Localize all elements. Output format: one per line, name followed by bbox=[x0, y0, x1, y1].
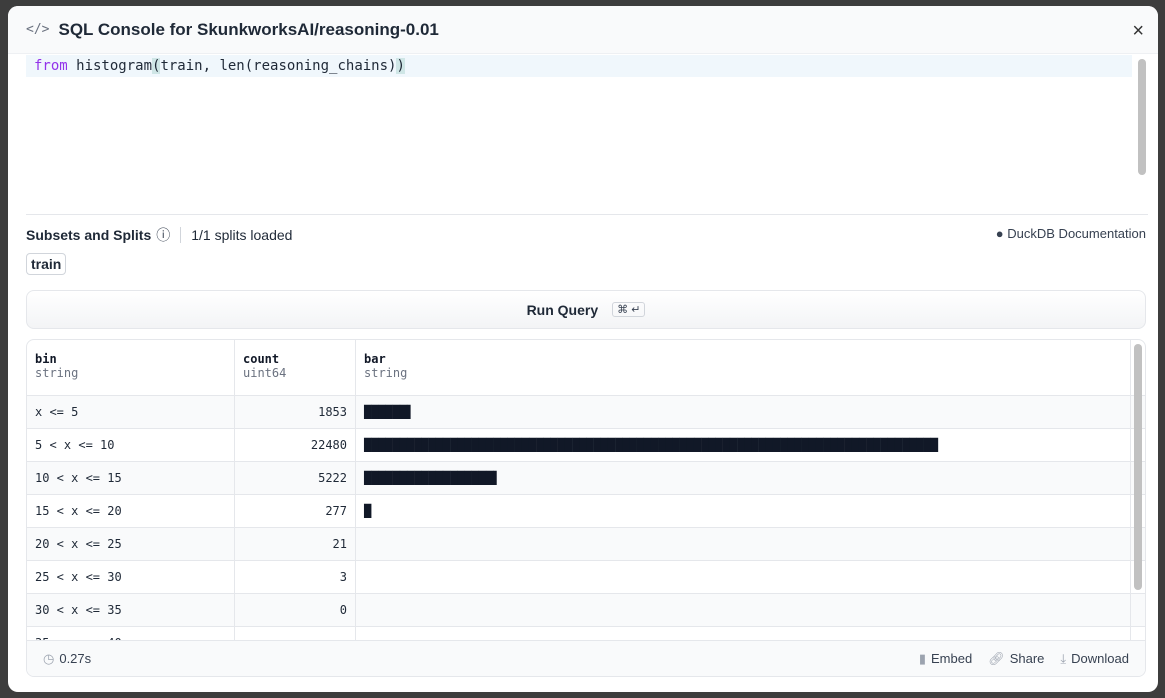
cell-bin: 20 < x <= 25 bbox=[27, 528, 235, 560]
cell-count: 21 bbox=[235, 528, 356, 560]
column-header-bar[interactable]: bar string bbox=[356, 340, 1131, 395]
info-icon[interactable]: ⓘ bbox=[156, 227, 171, 243]
results-table: bin string count uint64 bar string x <= 5 18… bbox=[26, 339, 1146, 677]
duckdb-icon: ● bbox=[995, 226, 1004, 241]
splits-status: 1/1 splits loaded bbox=[191, 227, 293, 243]
modal-title: SQL Console for SkunkworksAI/reasoning-0… bbox=[58, 19, 439, 39]
column-header-count[interactable]: count uint64 bbox=[235, 340, 356, 395]
run-label: Run Query bbox=[526, 301, 599, 318]
cell-count: 3 bbox=[235, 561, 356, 593]
sql-console-modal: </> SQL Console for SkunkworksAI/reasoni… bbox=[8, 6, 1158, 692]
shortcut-badge: ⌘ ↵ bbox=[612, 302, 646, 317]
editor-scrollbar[interactable] bbox=[1138, 59, 1146, 175]
cell-count bbox=[235, 627, 356, 640]
paren: ) bbox=[396, 58, 405, 74]
embed-icon: ▮ bbox=[918, 650, 926, 666]
table-scrollbar[interactable] bbox=[1134, 344, 1142, 590]
cell-count: 0 bbox=[235, 594, 356, 626]
subsets-bar: Subsets and Splits ⓘ 1/1 splits loaded bbox=[26, 225, 292, 245]
cell-count: 277 bbox=[235, 495, 356, 527]
embed-button[interactable]: ▮ Embed bbox=[918, 650, 973, 666]
cell-bin: 15 < x <= 20 bbox=[27, 495, 235, 527]
cell-bar bbox=[356, 627, 1131, 640]
docs-label: DuckDB Documentation bbox=[1007, 226, 1146, 241]
table-row: 30 < x <= 35 0 bbox=[27, 594, 1145, 627]
cell-bin: 5 < x <= 10 bbox=[27, 429, 235, 461]
split-train[interactable]: train bbox=[26, 253, 67, 275]
share-button[interactable]: 🔗︎ Share bbox=[988, 650, 1045, 666]
table-row: 25 < x <= 30 3 bbox=[27, 561, 1145, 594]
cell-bin: 30 < x <= 35 bbox=[27, 594, 235, 626]
cell-bar: ██████████████████▌ bbox=[356, 462, 1131, 494]
cell-count: 22480 bbox=[235, 429, 356, 461]
cell-bar: ██████▌ bbox=[356, 396, 1131, 428]
sql-keyword: from bbox=[34, 58, 68, 74]
cell-bin: 10 < x <= 15 bbox=[27, 462, 235, 494]
close-icon[interactable]: × bbox=[1132, 20, 1144, 42]
table-row: 5 < x <= 10 22480 ████████████████████████… bbox=[27, 429, 1145, 462]
cell-bar: █ bbox=[356, 495, 1131, 527]
download-icon: ⤓ bbox=[1060, 650, 1067, 666]
cell-bar: ████████████████████████████████████████… bbox=[356, 429, 1131, 461]
timer: ◷ 0.27s bbox=[43, 650, 92, 666]
divider bbox=[180, 227, 182, 243]
cell-bin: x <= 5 bbox=[27, 396, 235, 428]
cell-bar bbox=[356, 561, 1131, 593]
table-row: 10 < x <= 15 5222 ██████████████████▌ bbox=[27, 462, 1145, 495]
download-button[interactable]: ⤓ Download bbox=[1060, 650, 1129, 666]
cell-bin: 35 < x <= 40 bbox=[27, 627, 235, 640]
sql-editor[interactable]: from histogram(train, len(reasoning_chai… bbox=[26, 55, 1148, 215]
run-query-button[interactable]: Run Query ⌘ ↵ bbox=[26, 290, 1146, 329]
cell-bar bbox=[356, 528, 1131, 560]
table-row: 20 < x <= 25 21 bbox=[27, 528, 1145, 561]
function-args: train, len(reasoning_chains) bbox=[160, 58, 397, 74]
subsets-label: Subsets and Splits bbox=[26, 227, 152, 243]
table-header: bin string count uint64 bar string bbox=[27, 340, 1145, 396]
cell-bin: 25 < x <= 30 bbox=[27, 561, 235, 593]
paren: ( bbox=[152, 58, 161, 74]
cell-bar bbox=[356, 594, 1131, 626]
cell-count: 5222 bbox=[235, 462, 356, 494]
duckdb-docs-link[interactable]: ● DuckDB Documentation bbox=[996, 226, 1146, 241]
table-row: x <= 5 1853 ██████▌ bbox=[27, 396, 1145, 429]
column-header-bin[interactable]: bin string bbox=[27, 340, 235, 395]
code-line[interactable]: from histogram(train, len(reasoning_chai… bbox=[26, 55, 1132, 77]
function-name: histogram bbox=[67, 58, 153, 74]
cell-count: 1853 bbox=[235, 396, 356, 428]
link-icon: 🔗︎ bbox=[988, 650, 1005, 666]
table-body: x <= 5 1853 ██████▌ 5 < x <= 10 22480 ███████… bbox=[27, 396, 1145, 640]
table-row: 15 < x <= 20 277 █ bbox=[27, 495, 1145, 528]
clock-icon: ◷ bbox=[43, 650, 55, 666]
modal-header: </> SQL Console for SkunkworksAI/reasoni… bbox=[8, 6, 1158, 54]
code-icon: </> bbox=[26, 22, 50, 37]
table-row: 35 < x <= 40 bbox=[27, 627, 1145, 640]
table-footer: ◷ 0.27s ▮ Embed 🔗︎ Share ⤓ Download bbox=[27, 640, 1145, 676]
